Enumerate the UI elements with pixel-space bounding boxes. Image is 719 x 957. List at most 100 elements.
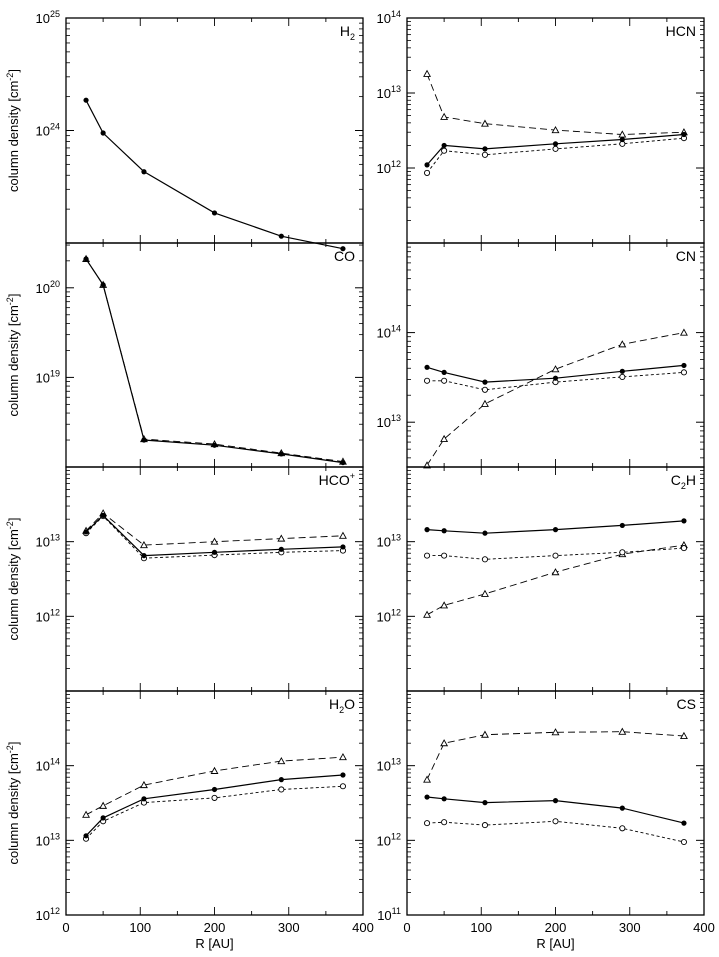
- data-point: [552, 798, 559, 804]
- data-point: [441, 142, 447, 149]
- data-point: [480, 730, 489, 738]
- data-point: [139, 780, 148, 789]
- data-point: [100, 282, 106, 288]
- series-model-C: [82, 753, 347, 818]
- data-point: [551, 365, 560, 373]
- data-point: [551, 125, 560, 134]
- data-point: [680, 838, 688, 846]
- series-line: [426, 820, 685, 843]
- data-point: [277, 534, 286, 542]
- data-point: [277, 757, 286, 765]
- y-tick-label: 1013: [36, 533, 60, 550]
- y-tick-label: 1020: [36, 279, 60, 296]
- data-point: [340, 544, 346, 550]
- series-line: [427, 371, 685, 391]
- series-model-A: [83, 256, 346, 466]
- data-point: [441, 552, 448, 559]
- data-point: [552, 818, 559, 825]
- series-model-A: [424, 518, 687, 536]
- y-tick-label: 1012: [36, 607, 60, 624]
- y-tick-label: 1014: [377, 324, 401, 341]
- series-line: [85, 514, 344, 557]
- series-model-B: [82, 783, 347, 842]
- data-point: [481, 386, 489, 393]
- series-line: [85, 785, 344, 840]
- data-point: [424, 794, 430, 800]
- data-point: [441, 528, 447, 534]
- data-point: [552, 141, 559, 147]
- y-tick-label: 1011: [377, 906, 401, 923]
- data-point: [619, 805, 625, 811]
- panel-5: 1013 1012 HCO+ column density [cm-2]: [5, 466, 364, 692]
- data-point: [618, 727, 627, 735]
- data-point: [100, 815, 106, 821]
- data-point: [619, 136, 625, 143]
- data-point: [441, 369, 447, 375]
- data-point: [618, 340, 627, 348]
- data-point: [211, 549, 218, 555]
- panel-title: CO: [334, 248, 355, 264]
- x-tick-label: 400: [693, 920, 715, 935]
- data-point: [480, 589, 489, 597]
- data-point: [211, 210, 218, 216]
- y-axis-label: column density [cm-2]: [5, 69, 21, 192]
- x-tick-label: 100: [129, 920, 151, 935]
- panel-3: 1020 1019 CO column density [cm-2]: [5, 242, 364, 468]
- data-point: [481, 151, 489, 158]
- data-point: [681, 820, 687, 826]
- data-point: [441, 147, 448, 154]
- data-point: [440, 739, 449, 747]
- data-point: [424, 364, 430, 370]
- data-point: [681, 518, 687, 524]
- data-point: [211, 786, 218, 793]
- series-line: [85, 756, 344, 816]
- y-tick-label: 1012: [377, 159, 401, 176]
- series-model-C: [423, 328, 688, 469]
- data-point: [210, 537, 219, 545]
- panel-7: 1014 1013 1012 H2O column density [cm-2] 0 100…: [5, 690, 374, 951]
- series-line: [426, 332, 685, 466]
- y-tick-label: 1014: [377, 9, 401, 26]
- data-point: [423, 820, 431, 827]
- data-point: [339, 783, 347, 790]
- series-model-A: [424, 362, 687, 385]
- data-point: [681, 362, 687, 369]
- series-line: [427, 547, 685, 560]
- panel-1: 1025 1024 H2 column density [cm-2]: [5, 9, 364, 252]
- data-point: [440, 434, 449, 442]
- panel-8: 1013 1012 1011 CS 0 100 200 300 400 R [AU]: [377, 690, 715, 951]
- data-point: [82, 810, 91, 818]
- series-model-C: [423, 69, 688, 138]
- series-line: [426, 73, 685, 135]
- data-point: [481, 556, 489, 563]
- data-point: [340, 459, 346, 466]
- y-tick-label: 1013: [377, 757, 401, 774]
- data-point: [552, 552, 559, 559]
- series-line: [426, 364, 685, 383]
- data-point: [83, 833, 89, 839]
- x-tick-label: 100: [470, 920, 492, 935]
- x-axis-label: R [AU]: [195, 936, 233, 951]
- data-point: [482, 146, 488, 152]
- data-point: [424, 527, 430, 533]
- panel-title: CS: [677, 696, 696, 712]
- panel-frame: [65, 466, 364, 692]
- data-point: [619, 549, 626, 556]
- series-line: [426, 520, 685, 534]
- panel-title: H2O: [329, 696, 355, 715]
- panel-frame: [406, 242, 705, 468]
- series-model-A: [83, 97, 346, 252]
- data-point: [278, 777, 284, 783]
- panel-4: 1014 1013 CN: [377, 242, 705, 469]
- data-point: [619, 373, 626, 380]
- data-point: [680, 545, 688, 552]
- data-point: [619, 825, 626, 832]
- data-point: [278, 233, 284, 239]
- series-model-B: [423, 818, 688, 846]
- data-point: [338, 531, 347, 539]
- y-axis-label: column density [cm-2]: [5, 294, 21, 417]
- data-point: [141, 437, 147, 443]
- data-point: [141, 553, 147, 559]
- panel-6: 1013 1012 C2H: [377, 466, 705, 692]
